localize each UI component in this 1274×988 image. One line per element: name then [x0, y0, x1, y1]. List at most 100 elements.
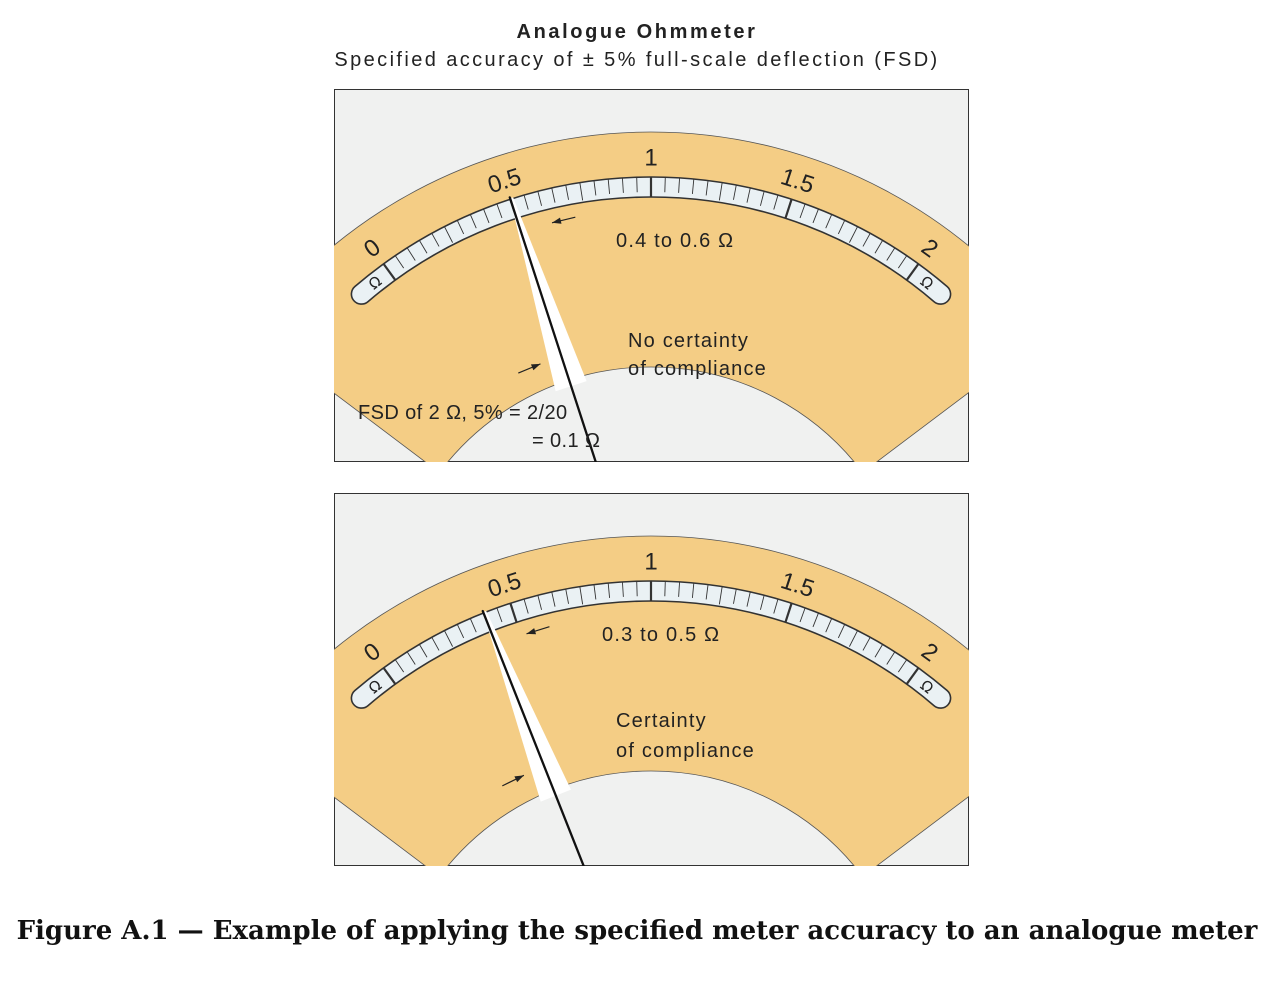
scale-minor-tick [537, 191, 543, 206]
scale-minor-tick [897, 255, 908, 269]
scale-minor-tick [773, 598, 779, 614]
scale-minor-tick [733, 588, 737, 604]
scale-minor-tick [799, 607, 806, 623]
scale-minor-tick [718, 586, 723, 605]
scale-minor-tick [593, 180, 597, 196]
fsd-note-line-1: FSD of 2 Ω, 5% = 2/20 [358, 402, 568, 424]
scale-minor-tick [444, 630, 454, 647]
scale-minor-tick [394, 659, 405, 673]
scale-ticks [382, 177, 920, 281]
scale-minor-tick [759, 191, 765, 206]
scale-minor-tick [812, 208, 819, 224]
scale-minor-tick [456, 220, 465, 235]
scale-minor-tick [621, 177, 624, 193]
scale-minor-tick [579, 586, 584, 605]
scale-minor-tick [897, 659, 908, 673]
scale-minor-tick [406, 247, 416, 261]
scale-minor-tick [746, 187, 751, 203]
figure-title: Analogue Ohmmeter [516, 21, 758, 43]
needle [481, 609, 585, 866]
scale-minor-tick [551, 187, 556, 203]
scale-major-tick [784, 198, 793, 219]
scale-label-1: 1 [644, 549, 657, 576]
scale-minor-tick [886, 651, 896, 665]
scale-strip [350, 176, 952, 305]
needle [508, 196, 597, 462]
range-label: 0.3 to 0.5 Ω [602, 624, 720, 646]
scale-minor-tick [718, 182, 723, 201]
scale-minor-tick [759, 595, 765, 610]
scale-minor-tick [431, 233, 440, 247]
scale-minor-tick [691, 178, 695, 194]
scale-major-tick [382, 667, 397, 685]
scale-minor-tick [621, 581, 624, 597]
scale-minor-tick [812, 612, 819, 628]
scale-minor-tick [523, 598, 529, 614]
scale-minor-tick [456, 624, 465, 639]
verdict-line-1: Certainty [616, 710, 707, 732]
scale-minor-tick [469, 618, 477, 633]
scale-minor-tick [431, 637, 440, 651]
scale-minor-tick [419, 240, 428, 254]
scale-minor-tick [848, 226, 858, 243]
meter-panel-certainty: 0 0.5 1 1.5 2 Ω Ω 0.3 to 0.5 Ω Certainty… [334, 493, 969, 866]
band-arrow-left-head [514, 775, 524, 783]
scale-minor-tick [537, 595, 543, 610]
range-label: 0.4 to 0.6 Ω [616, 230, 734, 252]
scale-minor-tick [496, 607, 503, 623]
scale-minor-tick [444, 226, 454, 243]
scale-minor-tick [678, 177, 681, 193]
scale-minor-tick [837, 220, 846, 235]
band-arrow-right-head [552, 217, 562, 224]
scale-minor-tick [874, 240, 883, 254]
scale-strip [350, 580, 952, 709]
scale-minor-tick [469, 214, 477, 229]
scale-minor-tick [593, 584, 597, 600]
scale-minor-tick [773, 194, 779, 210]
scale-minor-tick [837, 624, 846, 639]
uncertainty-wedge [510, 197, 587, 392]
band-arrow-left-head [530, 363, 541, 371]
scale-minor-tick [607, 582, 611, 598]
scale-minor-tick [705, 180, 709, 196]
scale-minor-tick [579, 182, 584, 201]
scale-major-tick [905, 263, 920, 281]
scale-minor-tick [848, 630, 858, 647]
scale-minor-tick [565, 184, 569, 200]
scale-minor-tick [746, 591, 751, 607]
scale-major-tick [784, 602, 793, 623]
scale-minor-tick [406, 651, 416, 665]
scale-minor-tick [825, 618, 833, 633]
fsd-note-line-2: = 0.1 Ω [532, 430, 600, 452]
scale-minor-tick [551, 591, 556, 607]
scale-major-tick [382, 263, 397, 281]
verdict-line-2: of compliance [616, 740, 755, 762]
figure-subtitle: Specified accuracy of ± 5% full-scale de… [334, 49, 940, 71]
scale-minor-tick [886, 247, 896, 261]
scale-minor-tick [496, 203, 503, 219]
band-arrow-right-head [526, 628, 537, 635]
scale-minor-tick [862, 233, 871, 247]
scale-label-1: 1 [644, 145, 657, 172]
scale-minor-tick [607, 178, 611, 194]
scale-minor-tick [825, 214, 833, 229]
scale-minor-tick [483, 208, 490, 224]
scale-minor-tick [733, 184, 737, 200]
scale-minor-tick [394, 255, 405, 269]
scale-major-tick [509, 602, 518, 623]
scale-minor-tick [705, 584, 709, 600]
scale-minor-tick [678, 581, 681, 597]
scale-minor-tick [799, 203, 806, 219]
scale-minor-tick [523, 194, 529, 210]
verdict-line-1: No certainty [628, 330, 749, 352]
verdict-line-2: of compliance [628, 358, 767, 380]
scale-major-tick [905, 667, 920, 685]
uncertainty-wedge [483, 610, 571, 802]
scale-minor-tick [691, 582, 695, 598]
figure-caption: Figure A.1 — Example of applying the spe… [16, 916, 1258, 946]
scale-minor-tick [874, 644, 883, 658]
meter-panel-no-certainty: 0 0.5 1 1.5 2 Ω Ω 0.4 to 0.6 Ω No certai… [334, 89, 969, 462]
scale-minor-tick [419, 644, 428, 658]
scale-minor-tick [862, 637, 871, 651]
scale-minor-tick [565, 588, 569, 604]
